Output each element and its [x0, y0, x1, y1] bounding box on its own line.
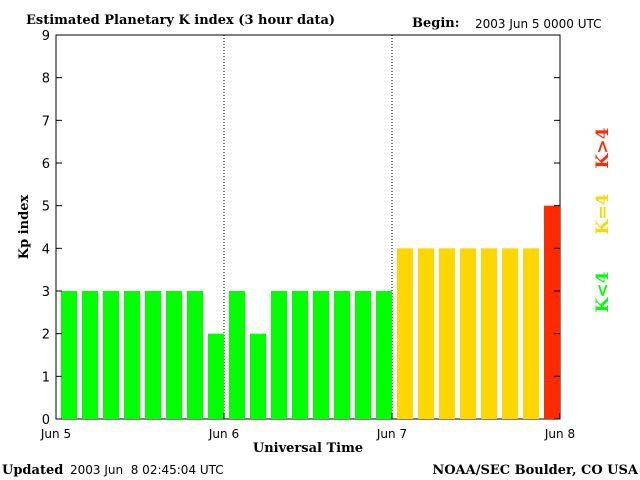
y-axis-label: Kp index	[17, 195, 32, 260]
kp-bar	[187, 291, 203, 419]
bar-series	[61, 205, 560, 419]
kp-bar	[334, 291, 350, 419]
kp-bar	[61, 291, 77, 419]
y-tick-label: 9	[42, 29, 50, 44]
x-axis-label: Universal Time	[253, 441, 363, 456]
kp-bar	[418, 248, 434, 419]
kp-bar	[502, 248, 518, 419]
x-tick-label: Jun 5	[40, 427, 71, 441]
updated-label: Updated	[2, 463, 63, 478]
y-tick-label: 3	[42, 285, 50, 300]
kp-bar	[229, 291, 245, 419]
x-axis-ticks: Jun 5 Jun 6 Jun 7 Jun 8	[40, 413, 575, 441]
kp-bar	[124, 291, 140, 419]
y-tick-label: 4	[42, 242, 50, 257]
x-tick-label: Jun 6	[208, 427, 239, 441]
kp-bar	[544, 205, 560, 419]
y-tick-label: 0	[42, 413, 50, 428]
kp-bar	[166, 291, 182, 419]
kp-bar	[460, 248, 476, 419]
day-dividers	[223, 35, 393, 419]
legend-equal: K=4	[593, 193, 613, 234]
y-tick-label: 7	[42, 114, 50, 129]
y-tick-label: 2	[42, 328, 50, 343]
kp-bar	[208, 333, 224, 419]
chart-title: Estimated Planetary K index (3 hour data…	[26, 13, 335, 28]
kp-bar	[313, 291, 329, 419]
kp-bar	[355, 291, 371, 419]
kp-bar	[271, 291, 287, 419]
begin-label: Begin:	[412, 16, 460, 31]
kp-bar	[439, 248, 455, 419]
updated-value: 2003 Jun 8 02:45:04 UTC	[70, 463, 224, 477]
kp-bar	[397, 248, 413, 419]
kp-bar	[82, 291, 98, 419]
x-tick-label: Jun 7	[376, 427, 407, 441]
kp-bar	[250, 333, 266, 419]
legend-high: K>4	[593, 127, 613, 168]
y-axis-ticks: 0 1 2 3 4 5 6 7 8 9	[42, 29, 560, 428]
x-tick-label: Jun 8	[544, 427, 575, 441]
legend-low: K<4	[593, 271, 613, 312]
kp-bar	[376, 291, 392, 419]
credit-text: NOAA/SEC Boulder, CO USA	[432, 463, 639, 478]
kp-bar	[292, 291, 308, 419]
y-tick-label: 8	[42, 72, 50, 87]
y-tick-label: 5	[42, 200, 50, 215]
y-tick-label: 1	[42, 370, 50, 385]
kp-bar	[145, 291, 161, 419]
begin-value: 2003 Jun 5 0000 UTC	[475, 17, 602, 31]
kp-bar	[523, 248, 539, 419]
y-tick-label: 6	[42, 157, 50, 172]
kp-bar	[103, 291, 119, 419]
kp-bar	[481, 248, 497, 419]
